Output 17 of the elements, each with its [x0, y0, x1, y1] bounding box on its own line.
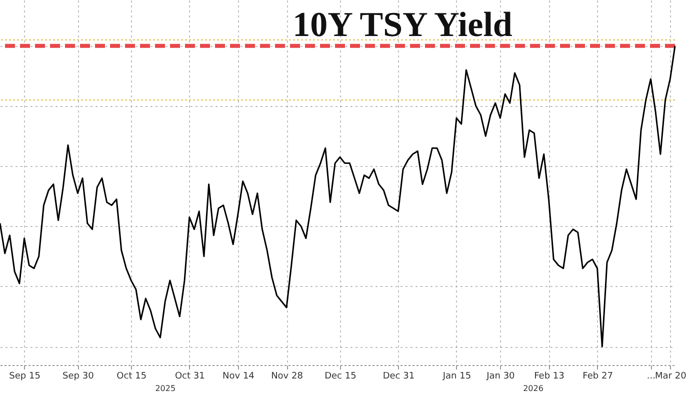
chart-title: 10Y TSY Yield — [292, 5, 513, 44]
x-tick-label: Oct 31 — [174, 372, 205, 382]
x-tick-label: Dec 15 — [324, 372, 356, 382]
x-tick-label: Feb 27 — [582, 372, 613, 382]
x-tick-label: Oct 15 — [116, 372, 147, 382]
x-tick-label: Feb 13 — [534, 372, 564, 382]
x-tick-label: Mar 20 — [654, 372, 687, 382]
x-tick-label: Nov 14 — [222, 372, 255, 382]
x-tick-label: Jan 30 — [486, 372, 516, 382]
x-tick-label: Sep 30 — [62, 372, 94, 382]
x-tick-label: ... — [646, 372, 656, 382]
x-tick-label: Jan 15 — [442, 372, 472, 382]
text: 2025 — [155, 384, 176, 393]
text: 2026 — [523, 384, 544, 393]
x-tick-label: Nov 28 — [271, 372, 304, 382]
x-tick-label: Sep 15 — [9, 372, 40, 382]
x-tick-label: Dec 31 — [382, 372, 415, 382]
